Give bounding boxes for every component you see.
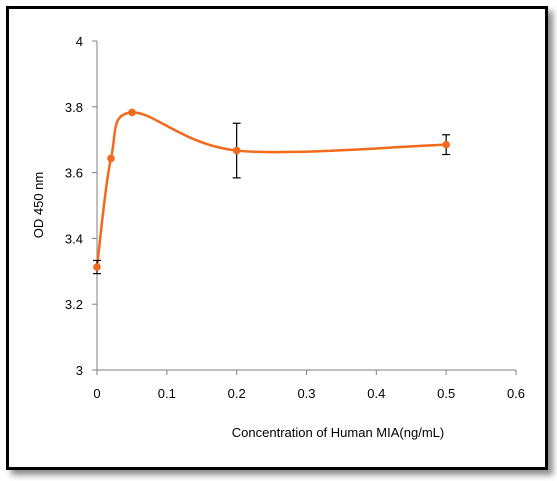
y-tick-label: 3.4 bbox=[65, 231, 83, 246]
y-tick-label: 3.6 bbox=[65, 166, 83, 181]
y-axis-title: OD 450 nm bbox=[31, 172, 46, 238]
y-tick-label: 3.8 bbox=[65, 100, 83, 115]
y-tick-label: 3 bbox=[76, 363, 83, 378]
x-tick-label: 0.1 bbox=[158, 386, 176, 401]
axes bbox=[96, 41, 516, 371]
x-tick-label: 0.2 bbox=[228, 386, 246, 401]
y-tick-label: 4 bbox=[76, 34, 83, 49]
data-point bbox=[107, 154, 115, 163]
x-tick-label: 0.6 bbox=[507, 386, 525, 401]
series-line bbox=[95, 111, 447, 268]
data-point bbox=[442, 140, 450, 149]
series-layer bbox=[93, 108, 451, 275]
y-ticks: 3 3.2 3.4 3.6 3.8 4 bbox=[65, 34, 97, 378]
x-tick-label: 0.3 bbox=[297, 386, 315, 401]
data-point bbox=[232, 146, 241, 155]
x-axis-title: Concentration of Human MIA(ng/mL) bbox=[232, 425, 444, 440]
data-point bbox=[128, 108, 136, 117]
y-tick-label: 3.2 bbox=[65, 297, 83, 312]
x-tick-label: 0 bbox=[93, 386, 100, 401]
x-tick-label: 0.4 bbox=[367, 386, 385, 401]
x-tick-label: 0.5 bbox=[437, 386, 455, 401]
x-ticks: 0 0.1 0.2 0.3 0.4 0.5 0.6 bbox=[93, 370, 525, 401]
data-point bbox=[93, 263, 101, 271]
